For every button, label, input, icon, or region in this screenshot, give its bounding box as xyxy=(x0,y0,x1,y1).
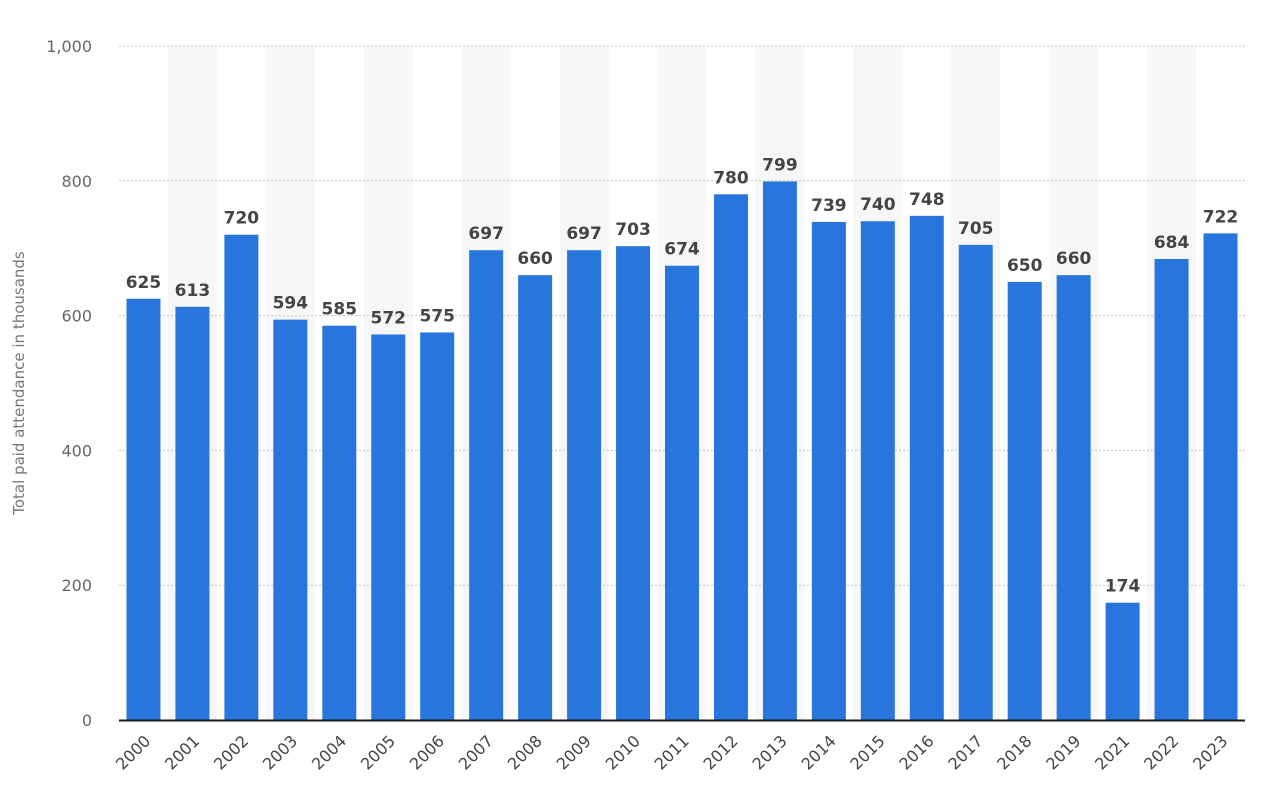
x-tick-label: 2000 xyxy=(112,731,154,773)
bar xyxy=(518,275,553,720)
bar xyxy=(811,221,846,720)
y-axis-title: Total paid attendance in thousands xyxy=(10,251,28,516)
bar xyxy=(909,215,944,720)
data-label: 585 xyxy=(322,300,358,320)
data-label: 572 xyxy=(371,308,407,328)
bar xyxy=(1154,258,1189,720)
x-tick-label: 2019 xyxy=(1042,731,1084,773)
x-tick-label: 2022 xyxy=(1140,731,1182,773)
bar xyxy=(175,306,210,720)
bar xyxy=(420,332,455,720)
data-label: 674 xyxy=(664,240,700,260)
bar xyxy=(958,244,993,720)
x-tick-label: 2004 xyxy=(308,731,350,773)
data-labels: 625 613 720 594 585 572 575 697 660 697 703 674 780 7… xyxy=(126,155,1239,596)
data-label: 660 xyxy=(517,249,553,269)
x-tick-label: 2001 xyxy=(161,731,203,773)
y-tick-label: 600 xyxy=(61,307,92,326)
x-tick-label: 2007 xyxy=(455,731,497,773)
bar xyxy=(762,181,797,720)
data-label: 697 xyxy=(468,224,504,244)
bar xyxy=(371,334,406,720)
bar xyxy=(567,250,602,721)
data-label: 748 xyxy=(909,190,945,210)
bar xyxy=(665,265,699,720)
x-tick-label: 2008 xyxy=(504,731,546,773)
bar xyxy=(1105,602,1140,720)
y-tick-label: 400 xyxy=(61,441,92,460)
data-label: 780 xyxy=(713,168,749,188)
y-tick-label: 800 xyxy=(61,172,92,191)
bar xyxy=(322,325,357,720)
bar xyxy=(1056,275,1091,720)
x-tick-label: 2021 xyxy=(1091,731,1133,773)
data-label: 740 xyxy=(860,195,896,215)
data-label: 703 xyxy=(615,220,651,240)
data-label: 722 xyxy=(1203,207,1239,227)
data-label: 174 xyxy=(1105,577,1141,597)
data-label: 684 xyxy=(1154,233,1190,253)
x-tick-label: 2012 xyxy=(700,731,742,773)
y-tick-label: 1,000 xyxy=(46,37,92,56)
bar xyxy=(713,194,748,720)
data-label: 613 xyxy=(175,281,211,301)
data-label: 799 xyxy=(762,155,798,175)
bar xyxy=(860,221,895,721)
x-tick-label: 2009 xyxy=(553,731,595,773)
x-tick-label: 2010 xyxy=(602,731,644,773)
x-tick-label: 2023 xyxy=(1189,731,1231,773)
bar xyxy=(224,234,259,720)
x-tick-label: 2017 xyxy=(944,731,986,773)
bar xyxy=(1007,281,1042,720)
y-axis-ticks: 0 200 400 600 800 1,000 xyxy=(46,37,92,730)
data-label: 625 xyxy=(126,273,162,293)
x-tick-label: 2003 xyxy=(259,731,301,773)
data-label: 575 xyxy=(419,306,455,326)
x-tick-label: 2015 xyxy=(846,731,888,773)
data-label: 650 xyxy=(1007,256,1043,276)
x-tick-label: 2013 xyxy=(749,731,791,773)
bar xyxy=(126,298,161,720)
x-tick-label: 2005 xyxy=(357,731,399,773)
x-tick-label: 2016 xyxy=(895,731,937,773)
y-tick-label: 0 xyxy=(82,711,92,730)
x-axis-ticks: 2000 2001 2002 2003 2004 2005 2006 2007 2008 2009… xyxy=(112,731,1231,773)
bars xyxy=(126,181,1238,721)
bar xyxy=(1203,233,1238,720)
bar xyxy=(273,319,308,720)
data-label: 697 xyxy=(566,224,602,244)
x-tick-label: 2018 xyxy=(993,731,1035,773)
y-tick-label: 200 xyxy=(61,576,92,595)
data-label: 594 xyxy=(273,294,309,314)
x-tick-label: 2011 xyxy=(651,731,693,773)
data-label: 705 xyxy=(958,219,994,239)
data-label: 720 xyxy=(224,209,260,229)
x-tick-label: 2006 xyxy=(406,731,448,773)
data-label: 739 xyxy=(811,196,847,216)
x-tick-label: 2002 xyxy=(210,731,252,773)
bar xyxy=(469,250,504,721)
data-label: 660 xyxy=(1056,249,1092,269)
x-tick-label: 2014 xyxy=(797,731,839,773)
bar xyxy=(616,246,651,721)
